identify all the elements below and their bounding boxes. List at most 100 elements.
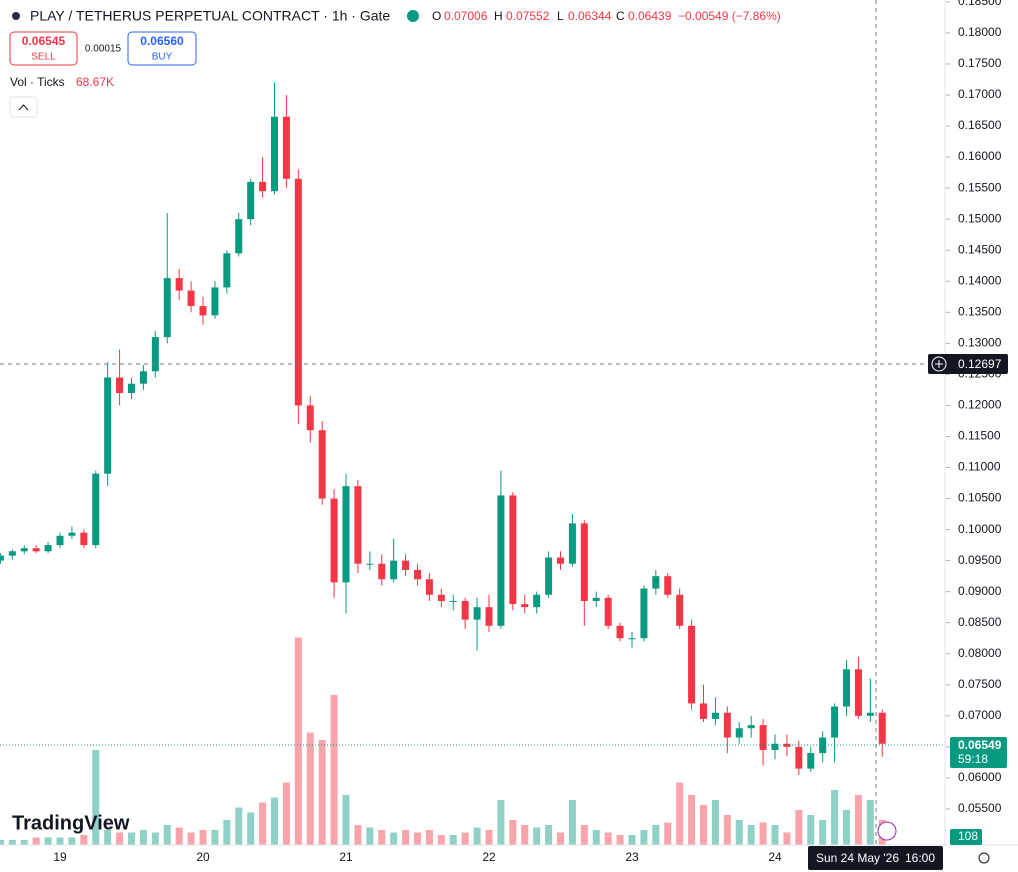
candle-body	[664, 576, 672, 595]
collapse-button[interactable]	[9, 96, 38, 118]
candle-body	[151, 337, 159, 372]
volume-bar	[831, 790, 839, 845]
volume-bar	[271, 797, 278, 845]
candle-body	[723, 712, 731, 738]
settings-icon[interactable]	[978, 852, 990, 864]
countdown: 59:18	[958, 752, 988, 766]
volume-bar	[783, 832, 791, 845]
candle-body	[497, 495, 505, 626]
volume-bar	[32, 837, 40, 845]
candle-body	[199, 306, 207, 316]
volume-bar	[366, 827, 374, 845]
candle-body	[306, 405, 314, 431]
buy-label[interactable]: BUY	[152, 52, 173, 63]
candle-body	[259, 181, 267, 192]
candle-body	[735, 728, 743, 738]
y-tick-label: 0.13500	[958, 304, 1002, 318]
symbol-icon	[12, 12, 20, 20]
candle-body	[163, 278, 171, 338]
y-tick-label: 0.14000	[958, 273, 1002, 287]
candle-body	[282, 116, 290, 179]
volume-bar	[771, 825, 779, 845]
buy-button[interactable]	[127, 31, 197, 66]
volume-bar	[628, 835, 636, 845]
candle-body	[461, 600, 469, 620]
candle-body	[0, 555, 4, 561]
y-tick-label: 0.18000	[958, 25, 1002, 39]
volume-bar	[235, 807, 243, 845]
candle-body	[330, 498, 338, 583]
volume-bar	[44, 837, 52, 845]
volume-bar	[342, 795, 350, 845]
y-tick-label: 0.08000	[958, 646, 1002, 660]
indicator-name: Vol · Ticks	[10, 75, 65, 89]
volume-bar	[282, 782, 290, 845]
buy-price[interactable]: 0.06560	[140, 34, 184, 48]
volume-bar	[700, 805, 707, 845]
ohlc-label: O	[432, 9, 441, 23]
y-tick-label: 0.13000	[958, 335, 1002, 349]
x-tick-label: 23	[625, 850, 639, 864]
volume-bar	[259, 802, 267, 845]
volume-bar	[664, 822, 672, 845]
y-tick-label: 0.09000	[958, 584, 1002, 598]
candle-body	[854, 669, 862, 716]
candle-body	[592, 597, 600, 601]
x-tick-label: 21	[339, 850, 353, 864]
volume-bar	[509, 820, 517, 845]
candle-body	[390, 560, 398, 580]
change: −0.00549 (−7.86%)	[678, 9, 781, 23]
volume-bar	[330, 695, 338, 845]
candle-body	[711, 712, 719, 719]
candle-body	[700, 703, 707, 719]
candle-body	[521, 604, 529, 608]
volume-bar	[711, 800, 719, 845]
candle-body	[223, 253, 231, 288]
volume-bar	[318, 740, 326, 845]
volume-bar	[485, 830, 493, 845]
volume-bar	[807, 815, 815, 845]
indicator-value: 68.67K	[76, 75, 114, 89]
collapse-icon[interactable]	[18, 104, 29, 111]
y-tick-label: 0.09500	[958, 553, 1002, 567]
ohlc-value: 0.06344	[568, 9, 612, 23]
plus-icon[interactable]	[931, 356, 947, 372]
logo: TradingView	[12, 812, 130, 834]
candle-body	[473, 607, 481, 620]
crosshair-time-box	[808, 846, 943, 870]
volume-bar	[473, 827, 481, 845]
volume-bar	[402, 830, 410, 845]
candle-body	[545, 557, 553, 595]
volume-bar	[616, 835, 624, 845]
candle-body	[187, 290, 195, 307]
event-icon[interactable]	[877, 821, 897, 841]
candle-body	[616, 625, 624, 639]
candle-body	[366, 563, 374, 565]
sell-label[interactable]: SELL	[31, 52, 56, 63]
candle-body	[139, 371, 147, 384]
y-tick-label: 0.10500	[958, 491, 1002, 505]
volume-bar	[449, 835, 457, 845]
volume-bar	[425, 830, 433, 845]
candle-body	[104, 377, 112, 474]
candle-body	[32, 548, 40, 552]
candle-body	[378, 563, 386, 580]
y-tick-label: 0.11500	[958, 429, 1001, 443]
volume-box	[950, 829, 982, 845]
volume-bar	[604, 832, 612, 845]
volume-bar	[8, 840, 16, 845]
status-dot	[407, 10, 419, 22]
volume-bar	[568, 800, 576, 845]
y-tick-label: 0.17000	[958, 87, 1002, 101]
candle-body	[878, 712, 886, 744]
volume-bar	[223, 820, 231, 845]
volume-bar	[640, 830, 648, 845]
sell-price[interactable]: 0.06545	[22, 34, 66, 48]
candle-body	[56, 535, 64, 546]
candle-body	[747, 725, 755, 729]
plus-icon[interactable]	[935, 360, 943, 368]
volume-bar	[795, 810, 803, 845]
candle-body	[318, 430, 326, 499]
sell-button[interactable]	[9, 31, 78, 66]
